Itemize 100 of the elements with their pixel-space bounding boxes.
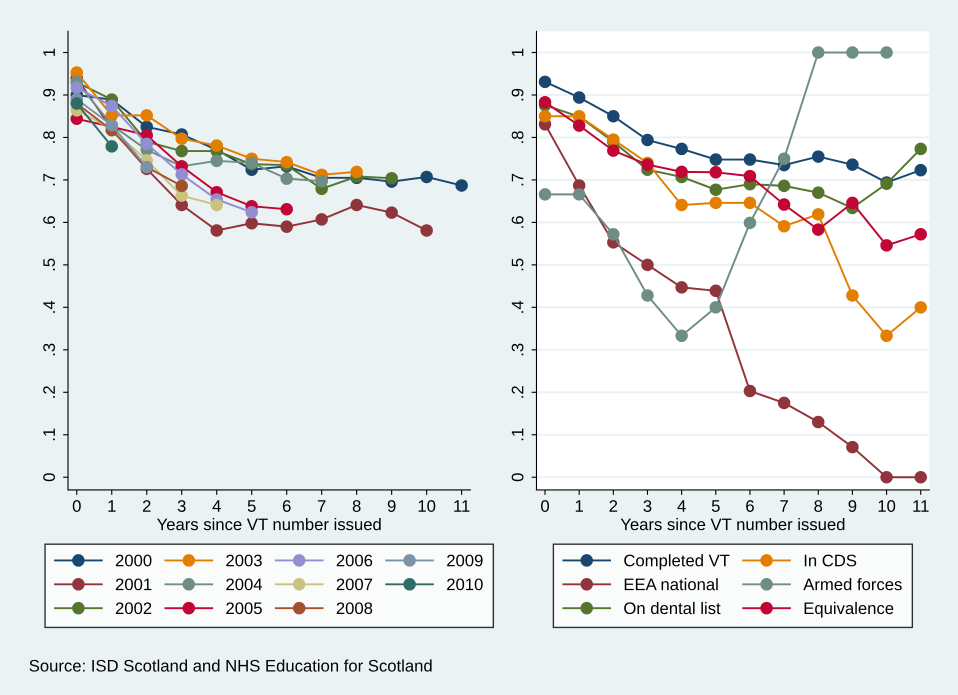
y-tick-label: .1 [43,428,55,440]
point [538,188,552,201]
point [778,396,790,410]
point [812,416,825,428]
x-tick-label: 4 [212,500,221,512]
y-tick-label: .7 [512,174,524,186]
point [210,198,223,212]
point [350,166,363,178]
point [675,330,688,342]
y-tick-label: .5 [43,258,55,270]
point [846,196,859,210]
x-tick-label: 5 [248,500,256,512]
point [175,168,188,181]
point [210,139,223,152]
point [280,172,293,185]
point [778,220,790,232]
x-tick-label: 1 [108,500,116,512]
point [710,196,722,210]
x-tick-label: 6 [282,500,291,512]
point [607,110,620,122]
legend-label: EEA national [624,578,718,590]
point [572,91,586,104]
point [880,239,893,252]
point [675,281,688,294]
point [106,140,118,153]
point [812,186,825,199]
y-tick-label: 0 [512,473,524,482]
y-tick-label: .6 [512,216,524,228]
point [175,132,188,145]
point [641,134,654,146]
point [280,202,293,216]
x-tick-label: 4 [677,500,686,512]
x-tick-label: 10 [878,500,896,512]
y-tick-label: .5 [512,258,524,270]
y-tick-label: .9 [43,88,55,100]
point [106,100,118,112]
legend-label: 2009 [447,554,483,566]
point [812,208,825,221]
point [315,174,328,188]
point [538,76,552,88]
point [778,180,790,192]
point [710,301,722,314]
x-tick-label: 1 [576,500,583,512]
y-tick-label: .6 [43,216,55,228]
y-tick-label: .2 [512,386,524,398]
point [744,153,756,166]
point [572,119,586,132]
legend-label: In CDS [804,554,856,566]
legend-label: 2002 [116,602,152,614]
point [538,110,552,122]
x-tick-label: 2 [142,500,151,512]
point [914,164,927,176]
point [914,142,927,156]
point [675,166,688,178]
point [744,216,756,230]
point [70,82,84,94]
point [675,198,688,212]
x-axis-title: Years since VT number issued [157,518,381,530]
point [778,198,790,211]
point [744,170,756,182]
source-note: Source: ISD Scotland and NHS Education for Scotland [30,659,432,672]
point [880,330,893,342]
point [420,170,433,184]
y-tick-label: .9 [512,88,524,100]
legend-label: 2007 [336,578,372,590]
point [245,206,258,218]
legend-label: 2001 [116,578,152,590]
y-tick-label: .4 [512,300,524,313]
legend-label: Completed VT [624,554,730,570]
point [641,258,654,272]
point [675,142,688,156]
y-tick-label: 0 [43,473,55,482]
point [385,172,398,184]
x-tick-label: 10 [418,500,436,512]
legend-label: 2010 [447,578,483,590]
point [710,153,722,166]
x-tick-label: 8 [352,500,361,512]
point [538,96,552,108]
point [914,301,927,314]
legend-label: 2000 [116,554,152,566]
x-tick-label: 5 [712,500,720,512]
point [812,46,825,59]
legend-label: On dental list [624,602,721,614]
y-tick-label: .4 [43,300,55,313]
y-tick-label: .1 [512,428,524,440]
point [455,179,468,192]
legend-label: 2004 [226,578,262,590]
point [710,284,722,298]
y-tick-label: .7 [43,174,55,186]
point [315,213,328,226]
point [914,470,927,484]
x-tick-label: 0 [72,500,81,512]
x-axis-title: Years since VT number issued [620,518,844,530]
point [280,156,293,168]
legend-label: Armed forces [803,578,902,590]
x-tick-label: 7 [780,500,788,512]
point [914,228,927,241]
point [140,138,153,150]
x-tick-label: 6 [746,500,754,512]
y-tick-label: 1 [512,48,524,56]
